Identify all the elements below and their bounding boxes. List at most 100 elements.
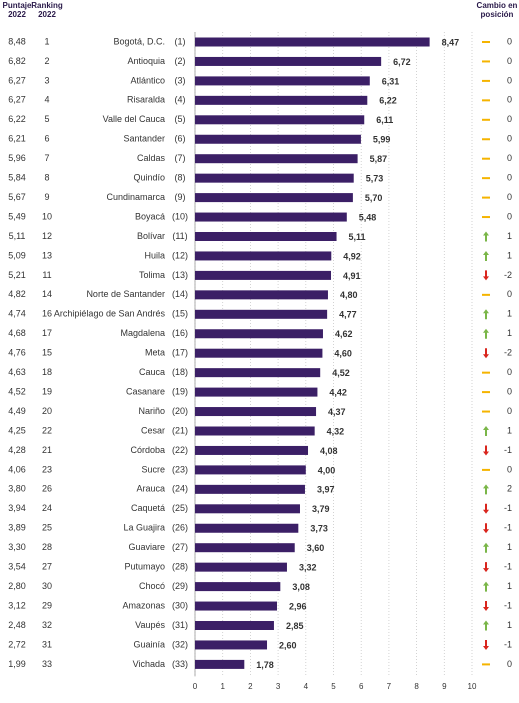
bar (195, 348, 323, 358)
up-arrow (483, 231, 489, 242)
rank-2022: 1 (44, 36, 49, 46)
value-label: 3,79 (312, 504, 330, 514)
rank-label: (26) (172, 523, 188, 533)
change-value: 0 (507, 289, 512, 299)
x-tick-label: 5 (331, 682, 336, 691)
rank-label: (6) (175, 134, 186, 144)
bar (195, 426, 315, 436)
up-arrow (483, 250, 489, 261)
column-header: Ranking (31, 1, 63, 10)
rank-2022: 15 (42, 348, 52, 358)
value-label: 5,70 (365, 193, 383, 203)
no-change-dash (482, 177, 490, 180)
score-2022: 5,67 (8, 192, 26, 202)
rank-label: (3) (175, 75, 186, 85)
rank-label: (24) (172, 484, 188, 494)
rank-label: (8) (175, 173, 186, 183)
score-2022: 4,06 (8, 464, 26, 474)
change-value: 0 (507, 192, 512, 202)
value-label: 1,78 (256, 660, 274, 670)
x-tick-label: 2 (248, 682, 253, 691)
value-label: 4,62 (335, 329, 353, 339)
rank-2022: 21 (42, 445, 52, 455)
down-arrow (483, 503, 489, 514)
category-label: Atlántico (130, 75, 165, 85)
rank-label: (21) (172, 425, 188, 435)
value-label: 5,48 (359, 212, 377, 222)
rank-label: (1) (175, 36, 186, 46)
up-arrow (483, 620, 489, 631)
change-value: 0 (507, 386, 512, 396)
change-value: 1 (507, 328, 512, 338)
rank-label: (19) (172, 386, 188, 396)
category-label: Bolívar (137, 231, 165, 241)
score-2022: 4,68 (8, 328, 26, 338)
change-value: 0 (507, 406, 512, 416)
x-tick-label: 6 (359, 682, 364, 691)
bar (195, 543, 295, 553)
category-label: Quindío (133, 173, 165, 183)
bar (195, 601, 277, 611)
category-label: Guaviare (128, 542, 165, 552)
value-label: 4,37 (328, 407, 346, 417)
change-value: 1 (507, 231, 512, 241)
change-value: 0 (507, 75, 512, 85)
rank-label: (30) (172, 600, 188, 610)
change-value: -1 (504, 639, 512, 649)
rank-label: (10) (172, 211, 188, 221)
score-2022: 6,82 (8, 56, 26, 66)
category-label: Córdoba (130, 445, 165, 455)
score-2022: 3,54 (8, 562, 26, 572)
column-header: 2022 (8, 10, 26, 19)
rank-label: (17) (172, 348, 188, 358)
change-value: 1 (507, 620, 512, 630)
rank-label: (28) (172, 562, 188, 572)
x-tick-label: 3 (276, 682, 281, 691)
bar (195, 504, 300, 514)
down-arrow (483, 445, 489, 456)
value-label: 5,73 (366, 174, 384, 184)
rank-label: (33) (172, 659, 188, 669)
rank-label: (11) (172, 231, 187, 241)
value-label: 6,22 (379, 96, 397, 106)
down-arrow (483, 348, 489, 359)
rank-2022: 25 (42, 523, 52, 533)
value-label: 4,52 (332, 368, 350, 378)
bar (195, 387, 318, 397)
rank-2022: 12 (42, 231, 52, 241)
no-change-dash (482, 196, 490, 199)
bar (195, 173, 354, 183)
category-label: Casanare (126, 386, 165, 396)
value-label: 5,11 (349, 232, 366, 242)
up-arrow (483, 581, 489, 592)
no-change-dash (482, 157, 490, 160)
rank-2022: 19 (42, 386, 52, 396)
change-value: 0 (507, 95, 512, 105)
change-value: 1 (507, 425, 512, 435)
value-label: 2,96 (289, 601, 307, 611)
no-change-dash (482, 410, 490, 413)
rank-label: (20) (172, 406, 188, 416)
category-label: Magdalena (120, 328, 165, 338)
rank-label: (29) (172, 581, 188, 591)
rank-2022: 11 (42, 270, 51, 280)
bar (195, 56, 382, 66)
change-value: -1 (504, 445, 512, 455)
change-value: -1 (504, 503, 512, 513)
change-value: 0 (507, 211, 512, 221)
category-label: Bogotá, D.C. (113, 36, 165, 46)
rank-2022: 16 (42, 309, 52, 319)
value-label: 2,85 (286, 621, 304, 631)
score-2022: 8,48 (8, 36, 26, 46)
rank-2022: 10 (42, 211, 52, 221)
bar (195, 251, 332, 261)
score-2022: 4,25 (8, 425, 26, 435)
score-2022: 3,80 (8, 484, 26, 494)
bar (195, 407, 317, 417)
bar (195, 115, 365, 125)
rank-label: (16) (172, 328, 188, 338)
category-label: Meta (145, 348, 165, 358)
up-arrow (483, 484, 489, 495)
value-label: 6,11 (376, 115, 393, 125)
